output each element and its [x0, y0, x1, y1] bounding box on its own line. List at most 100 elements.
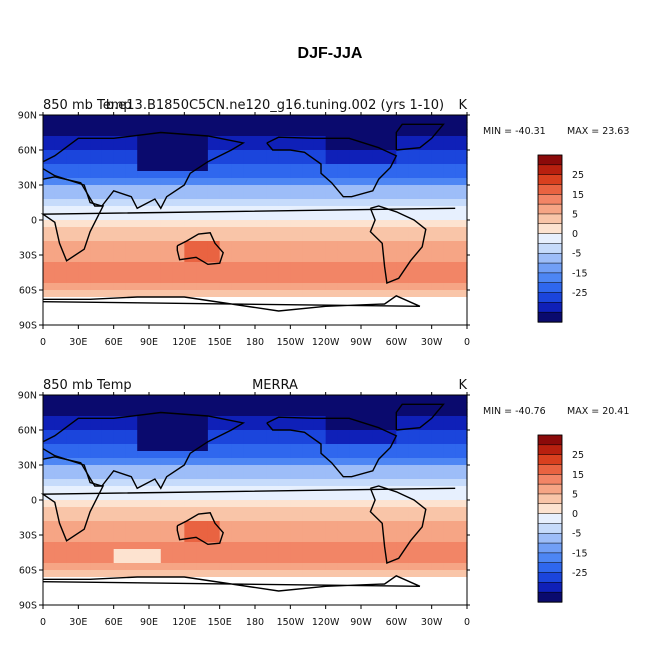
field-cell [302, 577, 315, 585]
field-cell [78, 409, 91, 417]
field-cell [302, 297, 315, 305]
field-cell [302, 521, 315, 529]
field-cell [372, 227, 386, 235]
colorbar-swatch [537, 311, 563, 323]
field-cell [337, 472, 350, 480]
field-cell [408, 416, 421, 424]
field-cell [66, 122, 79, 130]
field-cell [290, 430, 303, 438]
field-cell [219, 430, 233, 438]
field-cell [172, 290, 185, 298]
field-cell [278, 213, 291, 221]
field-cell [384, 241, 397, 249]
field-cell [431, 570, 445, 578]
field-cell [66, 255, 79, 263]
field-cell [349, 220, 362, 228]
field-cell [431, 192, 445, 200]
field-cell [372, 444, 386, 452]
field-cell [101, 171, 115, 179]
field-cell [396, 500, 409, 508]
field-cell [455, 220, 468, 228]
field-cell [54, 479, 68, 487]
field-cell [219, 185, 233, 193]
field-cell [196, 472, 209, 480]
field-cell [419, 304, 433, 312]
x-tick-label: 30E [69, 337, 87, 348]
field-cell [243, 430, 256, 438]
field-cell [431, 409, 445, 417]
field-cell [337, 276, 350, 284]
field-cell [372, 500, 386, 508]
field-cell [243, 444, 256, 452]
field-cell [325, 598, 339, 606]
field-cell [172, 276, 185, 284]
field-cell [125, 472, 138, 480]
max-stat: MAX = 20.41 [567, 406, 629, 417]
field-cell [54, 542, 68, 550]
field-cell [408, 521, 421, 529]
field-cell [172, 136, 185, 144]
field-cell [325, 535, 339, 543]
field-cell [431, 521, 445, 529]
field-cell [43, 458, 56, 466]
field-cell [101, 150, 115, 158]
coastline [266, 136, 398, 198]
field-cell [419, 556, 433, 564]
field-cell [302, 157, 315, 165]
field-cell [243, 213, 256, 221]
field-cell [43, 150, 56, 158]
field-cell [90, 220, 103, 228]
field-cell [160, 143, 174, 151]
field-cell [243, 206, 256, 214]
field-cell [455, 479, 468, 487]
field-cell [66, 472, 79, 480]
field-cell [231, 255, 244, 263]
field-cell [243, 234, 256, 242]
field-cell [66, 500, 79, 508]
field-cell [325, 157, 339, 165]
field-cell [419, 262, 433, 270]
field-cell [372, 395, 386, 403]
field-cell [184, 486, 197, 494]
field-cell [196, 129, 209, 137]
field-cell [431, 500, 445, 508]
field-cell [78, 514, 91, 522]
field-cell [443, 444, 456, 452]
field-cell [78, 451, 91, 459]
field-cell [231, 549, 244, 557]
field-cell [125, 437, 138, 445]
field-cell [455, 283, 468, 291]
field-cell [455, 178, 468, 186]
field-cell [419, 269, 433, 277]
field-cell [302, 234, 315, 242]
field-cell [337, 115, 350, 123]
field-cell [408, 486, 421, 494]
field-cell [325, 115, 339, 123]
field-cell [196, 199, 209, 207]
field-cell [231, 227, 244, 235]
field-cell [408, 220, 421, 228]
field-cell [113, 584, 127, 592]
field-cell [372, 150, 386, 158]
field-cell [278, 423, 291, 431]
field-cell [160, 290, 174, 298]
y-tick-label: 0 [31, 216, 37, 227]
field-cell [266, 206, 280, 214]
field-cell [325, 178, 339, 186]
field-cell [361, 451, 374, 459]
field-cell [125, 192, 138, 200]
field-cell [243, 507, 256, 515]
field-cell [419, 402, 433, 410]
field-cell [266, 248, 280, 256]
field-cell [290, 437, 303, 445]
field-cell [361, 241, 374, 249]
field-cell [207, 514, 221, 522]
field-cell [349, 514, 362, 522]
field-cell [125, 262, 138, 270]
field-cell [137, 248, 150, 256]
field-cell [384, 479, 397, 487]
field-cell [207, 416, 221, 424]
field-cell [66, 423, 79, 431]
field-cell [372, 535, 386, 543]
field-cell [54, 290, 68, 298]
